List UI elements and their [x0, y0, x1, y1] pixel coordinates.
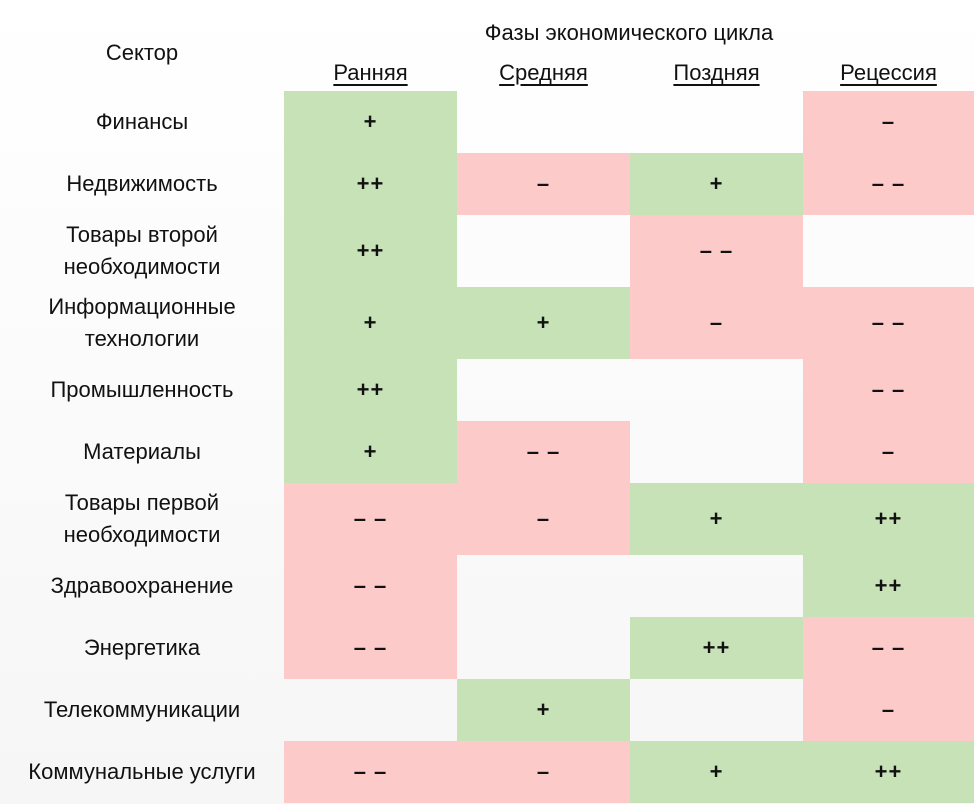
cell-recession: – –: [803, 153, 974, 215]
cell-middle: [457, 359, 630, 421]
phases-title: Фазы экономического цикла: [484, 20, 774, 45]
sector-label: Материалы: [83, 439, 201, 464]
cell-early: – –: [284, 617, 457, 679]
sector-label: Товары второй необходимости: [63, 222, 221, 279]
sector-label: Товары первой необходимости: [63, 490, 221, 547]
phase-header-early: Ранняя: [333, 60, 408, 85]
sector-label: Промышленность: [50, 377, 234, 402]
cell-middle: – –: [457, 421, 630, 483]
cell-recession: – –: [803, 359, 974, 421]
cell-recession: –: [803, 679, 974, 741]
sector-label: Здравоохранение: [50, 573, 234, 598]
sector-label: Энергетика: [83, 635, 201, 660]
cell-early: – –: [284, 555, 457, 617]
sector-label: Телекоммуникации: [43, 697, 241, 722]
cell-recession: – –: [803, 617, 974, 679]
table-row: Коммунальные услуги – – – + ++: [0, 741, 974, 803]
table-row: Информационные технологии + + – – –: [0, 287, 974, 359]
cell-late: +: [630, 483, 803, 555]
cell-early: ++: [284, 359, 457, 421]
cell-early: +: [284, 287, 457, 359]
table-row: Недвижимость ++ – + – –: [0, 153, 974, 215]
phase-header-middle: Средняя: [499, 60, 588, 85]
table-row: Товары первой необходимости – – – + ++: [0, 483, 974, 555]
cell-middle: [457, 215, 630, 287]
sector-label: Финансы: [95, 109, 189, 134]
cell-early: – –: [284, 483, 457, 555]
sector-label: Недвижимость: [66, 171, 218, 196]
phase-header-recession: Рецессия: [840, 60, 937, 85]
cell-middle: –: [457, 741, 630, 803]
cell-middle: [457, 555, 630, 617]
cell-early: +: [284, 91, 457, 153]
table-row: Здравоохранение – – ++: [0, 555, 974, 617]
cell-late: [630, 421, 803, 483]
cell-recession: – –: [803, 287, 974, 359]
table-row: Телекоммуникации + –: [0, 679, 974, 741]
cell-recession: ++: [803, 741, 974, 803]
sector-column-title: Сектор: [105, 40, 179, 65]
table-row: Финансы + –: [0, 91, 974, 153]
cell-late: – –: [630, 215, 803, 287]
cell-late: [630, 359, 803, 421]
cell-late: [630, 679, 803, 741]
cell-middle: +: [457, 679, 630, 741]
cell-recession: –: [803, 91, 974, 153]
table-row: Промышленность ++ – –: [0, 359, 974, 421]
table-row: Энергетика – – ++ – –: [0, 617, 974, 679]
sector-label: Коммунальные услуги: [28, 759, 256, 784]
table-row: Материалы + – – –: [0, 421, 974, 483]
cell-late: [630, 91, 803, 153]
cell-middle: –: [457, 153, 630, 215]
cell-late: [630, 555, 803, 617]
phase-header-late: Поздняя: [673, 60, 760, 85]
cell-early: – –: [284, 741, 457, 803]
table-row: Товары второй необходимости ++ – –: [0, 215, 974, 287]
cell-middle: [457, 91, 630, 153]
cell-recession: ++: [803, 555, 974, 617]
cell-late: +: [630, 741, 803, 803]
cell-early: [284, 679, 457, 741]
cell-late: +: [630, 153, 803, 215]
sector-label: Информационные технологии: [48, 294, 236, 351]
cell-early: ++: [284, 153, 457, 215]
cell-recession: ++: [803, 483, 974, 555]
cell-late: ++: [630, 617, 803, 679]
cell-middle: +: [457, 287, 630, 359]
cell-middle: [457, 617, 630, 679]
cell-middle: –: [457, 483, 630, 555]
cell-recession: –: [803, 421, 974, 483]
cell-recession: [803, 215, 974, 287]
cell-early: ++: [284, 215, 457, 287]
cell-late: –: [630, 287, 803, 359]
cell-early: +: [284, 421, 457, 483]
